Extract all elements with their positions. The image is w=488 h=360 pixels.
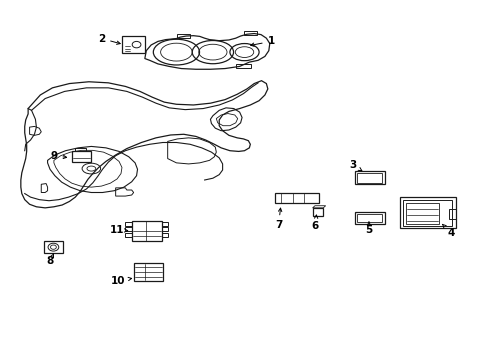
Bar	[402, 200, 451, 226]
Bar	[133, 263, 163, 281]
Bar	[125, 227, 131, 231]
Text: 9: 9	[50, 151, 66, 161]
Bar	[131, 221, 162, 242]
Bar	[357, 214, 381, 222]
Bar	[405, 203, 438, 224]
Bar	[44, 241, 62, 253]
Text: 6: 6	[311, 215, 319, 231]
Bar	[236, 64, 250, 68]
Bar	[312, 208, 323, 216]
Bar	[399, 197, 455, 228]
Bar	[162, 233, 168, 237]
Text: 1: 1	[250, 36, 274, 46]
Bar	[357, 173, 381, 183]
Bar	[162, 227, 168, 231]
Bar	[122, 36, 145, 53]
Text: 7: 7	[274, 208, 282, 230]
Bar	[162, 222, 168, 226]
Text: 8: 8	[46, 253, 54, 266]
Text: 10: 10	[111, 276, 131, 286]
Text: 4: 4	[442, 224, 454, 238]
Bar	[244, 31, 256, 35]
Bar	[355, 212, 384, 224]
Text: 3: 3	[348, 159, 361, 171]
Text: 2: 2	[98, 33, 120, 44]
Bar	[355, 171, 384, 184]
Bar	[274, 193, 319, 203]
Bar	[177, 34, 189, 38]
Bar	[125, 233, 131, 237]
Bar	[125, 222, 131, 226]
Text: 11: 11	[110, 225, 127, 235]
Bar	[75, 148, 86, 152]
Bar	[72, 152, 91, 162]
Text: 5: 5	[365, 222, 372, 235]
